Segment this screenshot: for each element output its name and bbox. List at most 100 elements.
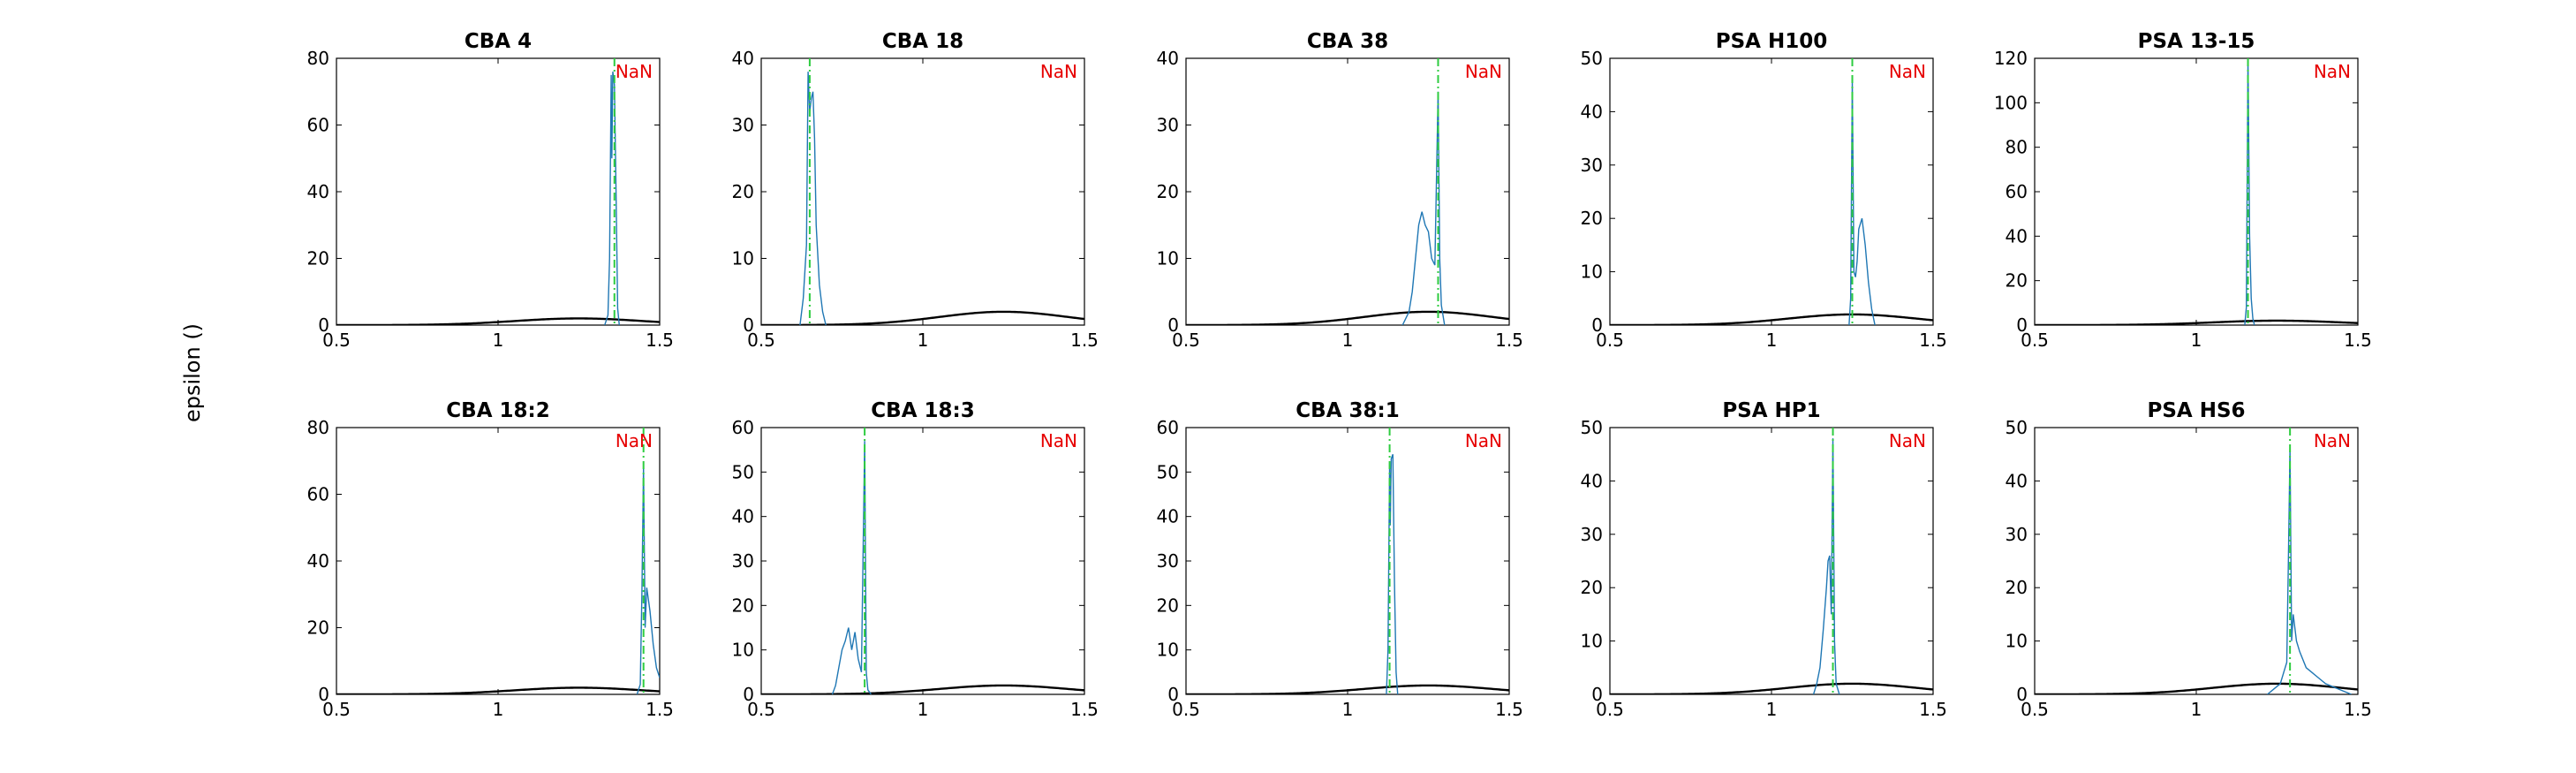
y-tick-label: 80: [307, 48, 329, 69]
y-tick-label: 20: [1157, 595, 1179, 616]
posterior-histogram: [636, 467, 660, 694]
posterior-histogram: [1401, 91, 1446, 325]
x-tick-label: 1.5: [1070, 330, 1099, 351]
y-tick-label: 0: [2016, 684, 2028, 705]
y-tick-label: 40: [732, 506, 754, 527]
y-tick-label: 10: [1157, 640, 1179, 661]
y-tick-label: 40: [1157, 506, 1179, 527]
x-tick-label: 1.5: [1495, 699, 1523, 720]
x-tick-label: 1.5: [646, 330, 674, 351]
nan-annotation: NaN: [1465, 430, 1502, 451]
y-tick-label: 20: [2006, 270, 2028, 292]
nan-annotation: NaN: [1889, 430, 1926, 451]
y-tick-label: 40: [1581, 470, 1603, 491]
y-tick-label: 80: [307, 417, 329, 438]
y-tick-label: 60: [2006, 181, 2028, 202]
y-tick-label: 50: [732, 461, 754, 482]
posterior-histogram: [2244, 58, 2255, 325]
y-tick-label: 60: [732, 417, 754, 438]
y-tick-label: 50: [1581, 48, 1603, 69]
plot-area: [1186, 58, 1509, 325]
x-tick-label: 1: [918, 699, 929, 720]
y-tick-label: 0: [318, 684, 329, 705]
plot-area: [2035, 58, 2358, 325]
x-tick-label: 0.5: [2021, 330, 2049, 351]
panel-title: CBA 4: [465, 30, 532, 53]
x-tick-label: 1: [1766, 330, 1778, 351]
y-tick-label: 30: [1157, 550, 1179, 572]
prior-curve: [1186, 684, 1509, 694]
nan-annotation: NaN: [1889, 61, 1926, 82]
plot-area: [761, 58, 1084, 325]
y-tick-label: 0: [743, 315, 754, 336]
nan-annotation: NaN: [616, 430, 653, 451]
y-tick-label: 50: [1157, 461, 1179, 482]
panel-4: PSA 13-15 0 20 40 60 80 100 120 0.5 1 1.5 NaN: [1994, 30, 2372, 351]
posterior-histogram: [1812, 438, 1840, 694]
plot-area: [1610, 428, 1933, 694]
y-tick-label: 40: [307, 181, 329, 202]
y-tick-label: 60: [307, 115, 329, 136]
x-tick-label: 0.5: [322, 699, 351, 720]
y-tick-label: 60: [307, 484, 329, 505]
y-tick-label: 30: [1581, 155, 1603, 176]
y-tick-label: 60: [1157, 417, 1179, 438]
y-tick-label: 0: [318, 315, 329, 336]
y-tick-label: 30: [1157, 115, 1179, 136]
plot-area: [336, 428, 660, 694]
y-tick-label: 0: [1167, 684, 1179, 705]
y-tick-label: 120: [1994, 48, 2028, 69]
y-tick-label: 20: [1157, 181, 1179, 202]
panel-title: CBA 38: [1307, 30, 1388, 53]
x-tick-label: 0.5: [1596, 699, 1624, 720]
x-tick-label: 0.5: [322, 330, 351, 351]
y-tick-label: 0: [1167, 315, 1179, 336]
plot-area: [1610, 58, 1933, 325]
y-tick-label: 10: [732, 248, 754, 269]
y-tick-label: 20: [1581, 577, 1603, 598]
x-tick-label: 1.5: [2344, 330, 2372, 351]
y-tick-label: 50: [2006, 417, 2028, 438]
panel-2: CBA 38 0 10 20 30 40 0.5 1 1.5 NaN: [1157, 30, 1523, 351]
y-tick-label: 0: [2016, 315, 2028, 336]
y-tick-label: 30: [1581, 524, 1603, 545]
y-tick-label: 20: [2006, 577, 2028, 598]
y-tick-label: 30: [732, 550, 754, 572]
posterior-histogram: [2267, 449, 2352, 694]
posterior-histogram: [1386, 453, 1399, 694]
x-tick-label: 0.5: [747, 699, 775, 720]
plot-area: [761, 428, 1084, 694]
y-tick-label: 100: [1994, 92, 2028, 113]
panel-5: CBA 18:2 0 20 40 60 80 0.5 1 1.5 NaN: [307, 399, 674, 720]
plot-frame: [1185, 427, 1510, 695]
prior-curve: [2035, 319, 2358, 325]
x-tick-label: 0.5: [1596, 330, 1624, 351]
nan-annotation: NaN: [2314, 61, 2351, 82]
y-tick-label: 40: [307, 550, 329, 572]
plot-frame: [336, 427, 661, 695]
y-tick-label: 30: [732, 115, 754, 136]
nan-annotation: NaN: [616, 61, 653, 82]
y-tick-label: 0: [1591, 315, 1603, 336]
plot-frame: [1609, 57, 1934, 326]
panel-title: PSA HP1: [1722, 399, 1820, 422]
y-tick-label: 40: [732, 48, 754, 69]
prior-curve: [336, 317, 660, 325]
posterior-histogram: [604, 72, 620, 325]
y-tick-label: 20: [732, 595, 754, 616]
y-tick-label: 40: [1581, 101, 1603, 122]
panel-9: PSA HS6 0 10 20 30 40 50 0.5 1 1.5 NaN: [2006, 399, 2372, 720]
x-tick-label: 1: [493, 699, 504, 720]
prior-curve: [1186, 310, 1509, 325]
y-tick-label: 10: [1581, 631, 1603, 652]
panel-1: CBA 18 0 10 20 30 40 0.5 1 1.5 NaN: [732, 30, 1099, 351]
x-tick-label: 1.5: [2344, 699, 2372, 720]
x-tick-label: 1: [1342, 699, 1354, 720]
x-tick-label: 0.5: [747, 330, 775, 351]
y-tick-label: 10: [732, 640, 754, 661]
prior-curve: [761, 310, 1084, 325]
panel-title: CBA 18:3: [871, 399, 974, 422]
panel-title: CBA 18:2: [446, 399, 549, 422]
plot-area: [1186, 428, 1509, 694]
